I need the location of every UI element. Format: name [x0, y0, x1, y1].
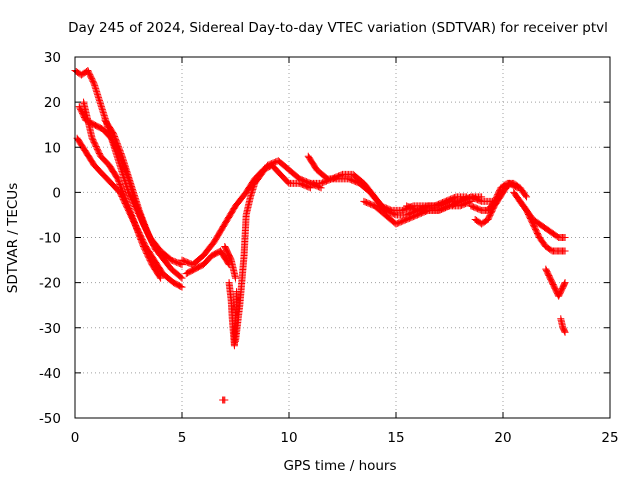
data-point-marker [152, 247, 160, 255]
data-point-marker [152, 246, 160, 254]
y-tick-label: 0 [52, 185, 61, 201]
y-tick-label: 30 [44, 50, 61, 66]
data-points [71, 67, 569, 404]
chart-title: Day 245 of 2024, Sidereal Day-to-day VTE… [68, 20, 608, 36]
x-tick-label: 25 [601, 430, 618, 446]
data-point-marker [177, 282, 185, 290]
data-point-marker [337, 171, 345, 179]
y-tick-label: 10 [44, 140, 61, 156]
y-tick-label: -30 [39, 321, 61, 337]
data-point-marker [118, 151, 126, 159]
x-tick-label: 0 [71, 430, 80, 446]
data-point-marker [561, 327, 569, 335]
data-point-marker [561, 234, 569, 241]
data-point-marker [412, 206, 420, 214]
series-arc-d [80, 98, 165, 282]
y-tick-label: -10 [39, 231, 61, 247]
data-point-marker [177, 273, 185, 281]
data-point-marker [221, 396, 229, 404]
series-arc-t [542, 265, 569, 300]
data-point-marker [522, 192, 530, 200]
data-point-marker [391, 210, 399, 218]
series-arc-s [516, 197, 569, 255]
y-tick-label: -50 [39, 411, 61, 427]
y-tick-label: -20 [39, 276, 61, 292]
x-tick-label: 20 [494, 430, 511, 446]
data-point-marker [561, 280, 569, 288]
y-tick-label: -40 [39, 366, 61, 382]
series-arc-k [219, 396, 229, 404]
data-point-marker [178, 283, 186, 291]
x-axis-label: GPS time / hours [283, 458, 396, 474]
grid-lines [75, 57, 610, 418]
data-point-marker [156, 273, 164, 281]
y-axis-label: SDTVAR / TECUs [5, 183, 21, 293]
data-point-marker [232, 274, 239, 282]
data-point-marker [178, 274, 186, 282]
y-tick-label: 20 [44, 95, 61, 111]
data-point-marker [561, 328, 569, 336]
data-point-marker [478, 193, 486, 201]
data-point-marker [561, 247, 569, 255]
series-arc-o [403, 197, 475, 214]
y-axis-ticks: -50 -40 -30 -20 -10 0 10 20 30 [39, 50, 610, 427]
data-point-marker [561, 279, 569, 287]
data-point-marker [466, 198, 474, 206]
data-point-marker [444, 202, 452, 210]
data-point-marker [523, 193, 531, 201]
x-tick-label: 5 [178, 430, 187, 446]
data-point-marker [513, 183, 521, 191]
series-arc-u [557, 315, 569, 336]
data-point-marker [90, 79, 98, 87]
series-arc-j [221, 243, 239, 282]
data-point-marker [514, 184, 522, 192]
data-point-marker [157, 274, 165, 282]
series-arc-a [71, 67, 186, 269]
data-point-marker [233, 288, 241, 296]
x-tick-label: 15 [387, 430, 404, 446]
series-arc-e [101, 116, 160, 255]
series-arc-q [471, 179, 522, 228]
x-axis-ticks: 0 5 10 15 20 25 [71, 57, 619, 446]
series-arc-i [225, 279, 241, 350]
x-tick-label: 10 [280, 430, 297, 446]
